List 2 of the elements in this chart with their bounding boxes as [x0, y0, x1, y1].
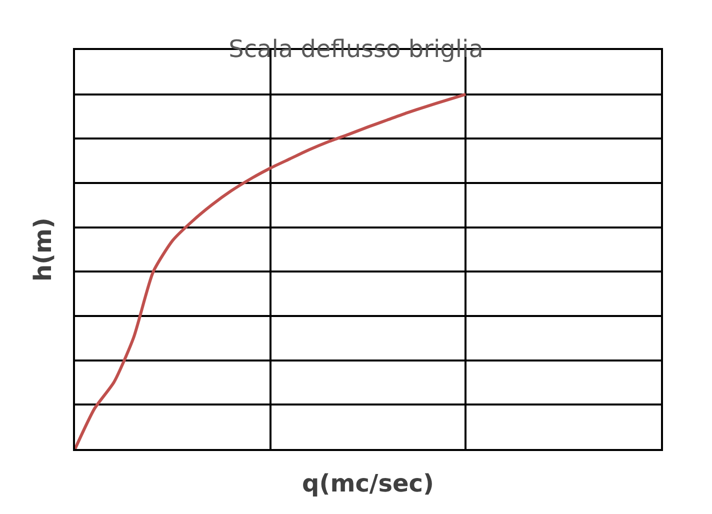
y-axis-title: h(m) — [28, 217, 57, 282]
x-axis-title: q(mc/sec) — [302, 470, 434, 498]
